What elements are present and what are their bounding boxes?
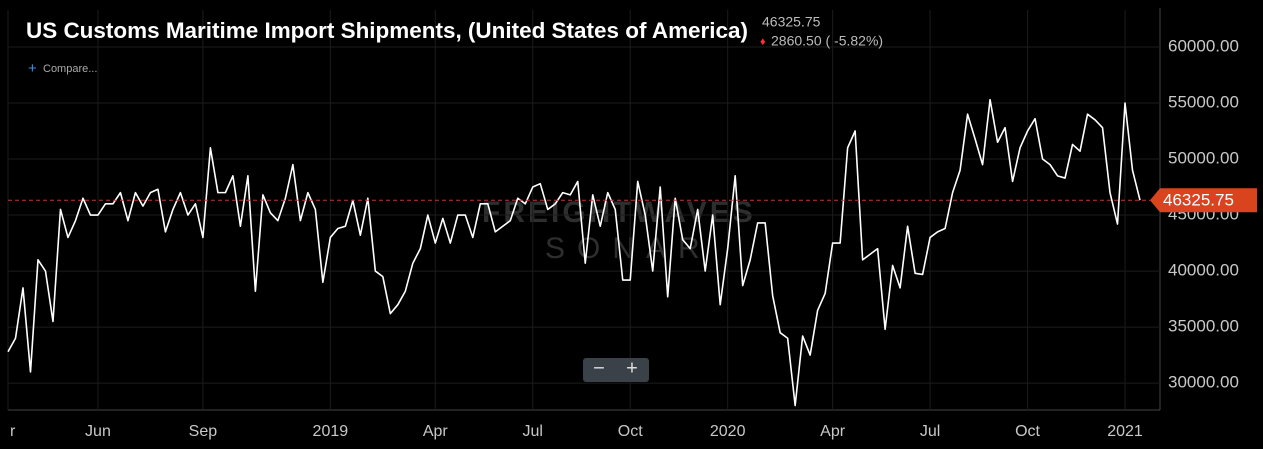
x-tick-label: Apr: [423, 423, 449, 440]
x-tick-label: Jun: [85, 423, 111, 440]
compare[interactable]: Compare...: [43, 63, 97, 75]
watermark: FREIGHTWAVES: [482, 196, 756, 229]
watermark: SONAR: [545, 232, 712, 265]
compare-icon[interactable]: +: [28, 60, 37, 77]
x-tick-label: Jul: [920, 423, 940, 440]
plot: [7, 10, 1160, 410]
last-value-label: 46325.75: [1163, 191, 1234, 210]
last-value: 46325.75: [762, 14, 821, 30]
zoom-control: [583, 358, 649, 382]
x-tick-label: 2021: [1107, 423, 1143, 440]
x-tick-label: r: [10, 423, 16, 440]
x-tick-label: 2020: [710, 423, 746, 440]
y-tick-label: 60000.00: [1168, 36, 1239, 55]
x-tick-label: 2019: [313, 423, 349, 440]
change-icon: ♦: [760, 36, 766, 48]
zoom-in[interactable]: +: [626, 357, 638, 379]
y-tick-label: 35000.00: [1168, 317, 1239, 336]
y-tick-label: 50000.00: [1168, 149, 1239, 168]
x-tick-label: Oct: [1015, 423, 1040, 440]
last-value-badge: [1150, 188, 1257, 213]
x-tick-label: Sep: [189, 423, 218, 440]
x-tick-label: Oct: [618, 423, 643, 440]
line: [7, 98, 1141, 407]
x-tick-label: Jul: [523, 423, 543, 440]
change: 2860.50 ( -5.82%): [771, 33, 883, 49]
y-tick-label: 40000.00: [1168, 261, 1239, 280]
x-tick-label: Apr: [820, 423, 846, 440]
y-tick-label: 30000.00: [1168, 373, 1239, 392]
chart-title: US Customs Maritime Import Shipments, (U…: [26, 18, 748, 43]
zoom-out[interactable]: −: [593, 357, 605, 379]
y-tick-label: 55000.00: [1168, 92, 1239, 111]
